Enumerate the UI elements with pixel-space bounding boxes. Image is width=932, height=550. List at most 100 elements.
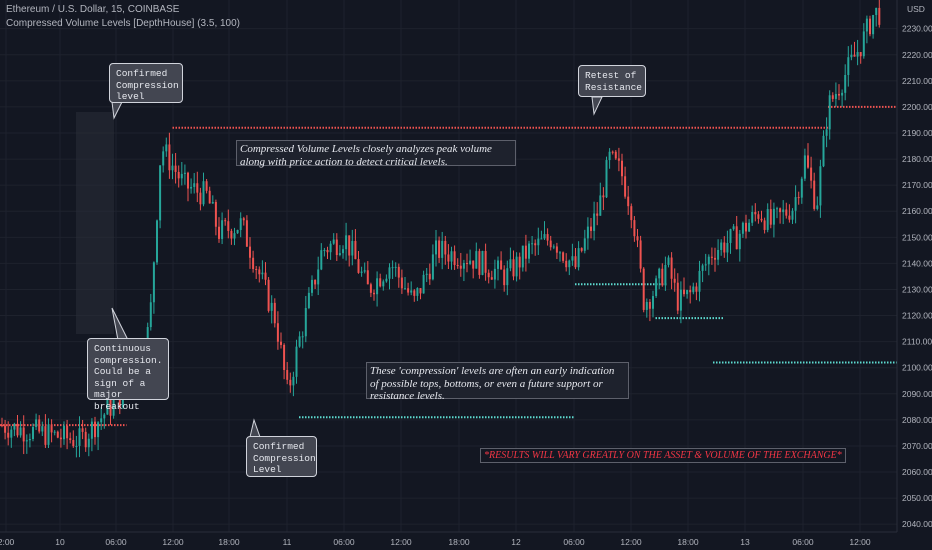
- candle-body: [611, 151, 614, 153]
- candle-body: [56, 431, 59, 438]
- price-tick-label: 2070.00: [902, 441, 932, 451]
- candle-body: [19, 427, 22, 436]
- candle-body: [676, 282, 679, 311]
- candle-body: [670, 257, 673, 279]
- candle-body: [751, 211, 754, 223]
- candle-body: [90, 421, 93, 439]
- candle-body: [754, 211, 757, 215]
- candle-body: [72, 440, 75, 447]
- candle-body: [35, 419, 38, 428]
- candle-body: [853, 54, 856, 57]
- symbol-title[interactable]: Ethereum / U.S. Dollar, 15, COINBASE: [6, 4, 180, 15]
- candle-body: [478, 251, 481, 275]
- candle-body: [466, 263, 468, 265]
- candle-body: [800, 178, 803, 198]
- candle-body: [311, 279, 313, 293]
- candle-body: [596, 213, 599, 216]
- candle-body: [227, 221, 230, 231]
- candle-body: [177, 171, 180, 179]
- time-tick-label: 12: [511, 537, 521, 547]
- candle-body: [803, 155, 806, 179]
- candle-body: [202, 181, 205, 205]
- price-tick-label: 2140.00: [902, 258, 932, 268]
- candle-body: [838, 93, 840, 96]
- candle-body: [422, 274, 425, 294]
- candle-body: [16, 423, 19, 436]
- candle-body: [503, 269, 506, 286]
- price-tick-label: 2170.00: [902, 180, 932, 190]
- candle-body: [304, 308, 307, 337]
- candle-body: [568, 260, 571, 268]
- pointer-retest: [591, 96, 603, 116]
- price-tick-label: 2200.00: [902, 102, 932, 112]
- price-tick-label: 2150.00: [902, 232, 932, 242]
- candle-body: [267, 279, 270, 311]
- candle-body: [187, 172, 189, 189]
- candle-body: [593, 213, 596, 231]
- candle-body: [664, 264, 667, 286]
- candle-body: [580, 248, 583, 251]
- candle-body: [335, 239, 338, 255]
- candle-body: [599, 195, 602, 216]
- time-tick-label: 18:00: [677, 537, 699, 547]
- candle-body: [577, 248, 580, 268]
- candles: [1, 0, 881, 458]
- candle-body: [776, 208, 778, 210]
- candle-body: [707, 256, 710, 265]
- candle-body: [766, 209, 769, 230]
- candle-body: [875, 7, 878, 16]
- candle-body: [472, 260, 475, 269]
- candle-body: [462, 263, 465, 269]
- time-tick-label: 12:00: [390, 537, 412, 547]
- candle-body: [447, 254, 450, 262]
- candle-body: [28, 438, 31, 441]
- candle-body: [342, 249, 344, 254]
- candle-body: [453, 251, 456, 265]
- candle-body: [363, 270, 366, 272]
- candle-body: [407, 288, 410, 293]
- candle-body: [692, 286, 695, 293]
- candle-body: [87, 438, 90, 448]
- candle-body: [379, 278, 382, 287]
- price-tick-label: 2230.00: [902, 24, 932, 34]
- candle-body: [298, 336, 301, 347]
- price-tick-label: 2050.00: [902, 493, 932, 503]
- candle-body: [221, 220, 224, 239]
- candle-body: [813, 180, 816, 209]
- candle-body: [44, 426, 47, 445]
- candle-body: [81, 428, 84, 432]
- candle-body: [106, 399, 109, 415]
- candle-body: [583, 238, 586, 251]
- candle-body: [723, 242, 726, 253]
- candle-body: [726, 242, 729, 253]
- candle-body: [500, 260, 503, 270]
- candle-body: [484, 250, 487, 273]
- candle-body: [59, 437, 62, 440]
- candle-body: [552, 246, 555, 248]
- time-tick-label: 13: [740, 537, 750, 547]
- candle-body: [515, 256, 518, 277]
- candle-body: [360, 271, 363, 273]
- candle-body: [506, 268, 509, 286]
- candle-body: [180, 173, 183, 179]
- indicator-title[interactable]: Compressed Volume Levels [DepthHouse] (3…: [6, 18, 241, 29]
- candle-body: [329, 243, 332, 253]
- time-tick-label: 12:00: [162, 537, 184, 547]
- candle-body: [366, 270, 369, 285]
- candle-body: [295, 346, 298, 377]
- candle-body: [270, 302, 273, 311]
- candle-body: [828, 95, 831, 130]
- candle-body: [658, 268, 661, 279]
- candle-body: [819, 166, 822, 206]
- candle-body: [562, 252, 565, 261]
- candle-body: [193, 183, 196, 187]
- candle-body: [509, 259, 512, 269]
- candle-body: [351, 240, 354, 256]
- price-tick-label: 2210.00: [902, 76, 932, 86]
- candle-body: [280, 341, 282, 345]
- candle-body: [428, 273, 431, 280]
- candle-body: [791, 210, 794, 220]
- candle-body: [1, 425, 3, 427]
- candle-body: [695, 286, 698, 292]
- candle-body: [103, 414, 106, 419]
